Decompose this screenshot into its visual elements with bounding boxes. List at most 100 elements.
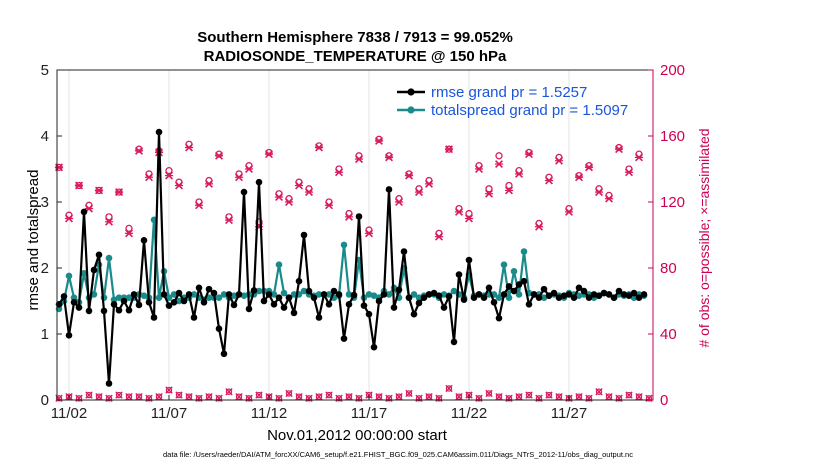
- obs-low-point: [215, 394, 223, 403]
- rmse-point: [105, 380, 113, 387]
- totalspread-point: [540, 294, 548, 302]
- obs-low-circle: [415, 395, 423, 402]
- obs-assimilated-point: [634, 153, 644, 162]
- obs-assimilated-point: [604, 194, 614, 203]
- obs-low-point: [415, 394, 423, 403]
- obs-low-point: [195, 394, 203, 403]
- totalspread-point: [340, 241, 348, 249]
- totalspread-point: [215, 294, 223, 302]
- obs-assimilated-point: [284, 198, 294, 206]
- obs-low-point: [395, 393, 403, 401]
- obs-assimilated-point: [404, 171, 414, 180]
- rmse-point: [615, 287, 623, 295]
- y2-axis-label: # of obs: o=possible; ×=assimilated: [696, 128, 712, 347]
- rmse-point: [510, 287, 518, 295]
- obs-assimilated-point: [444, 145, 454, 154]
- legend: rmse grand pr = 1.5257 totalspread grand…: [397, 84, 628, 119]
- obs-assimilated-point: [234, 173, 244, 182]
- obs-assimilated-point: [514, 169, 524, 178]
- totalspread-point: [110, 296, 118, 303]
- obs-assimilated-point: [204, 179, 214, 188]
- obs-low-point: [615, 394, 623, 403]
- obs-low-stroke: [405, 389, 413, 398]
- obs-assimilated-point: [314, 143, 324, 152]
- totalspread-point: [230, 292, 238, 300]
- totalspread-point: [410, 291, 418, 298]
- x-tick-label: 11/02: [51, 405, 87, 422]
- rmse-point: [420, 294, 428, 302]
- obs-assimilated-point: [534, 222, 544, 231]
- obs-assimilated-point: [474, 165, 484, 173]
- rmse-point: [130, 291, 138, 298]
- y-tick-label: 4: [41, 128, 49, 145]
- obs-low-stroke: [185, 393, 193, 401]
- obs-low-stroke: [135, 393, 143, 401]
- rmse-point: [65, 332, 73, 339]
- obs-low-stroke: [155, 393, 163, 401]
- rmse-point: [550, 289, 558, 297]
- obs-assimilated-point: [264, 150, 274, 159]
- obs-low-point: [545, 391, 553, 399]
- obs-assimilated-point: [134, 146, 144, 155]
- obs-low-circle: [275, 395, 283, 402]
- rmse-point: [345, 301, 353, 308]
- obs-low-circle: [55, 395, 63, 402]
- obs-low-circle: [525, 391, 533, 399]
- totalspread-point: [255, 287, 263, 295]
- rmse-point: [230, 301, 238, 309]
- obs-low-stroke: [635, 393, 643, 401]
- obs-low-stroke: [315, 393, 323, 401]
- rmse-point: [265, 291, 273, 298]
- obs-low-point: [125, 393, 133, 401]
- obs-low-point: [555, 393, 563, 401]
- rmse-point: [260, 297, 268, 305]
- totalspread-point: [155, 294, 163, 302]
- obs-assimilated-point: [544, 176, 554, 185]
- obs-low-circle: [505, 395, 513, 402]
- y-tick-label: 5: [41, 62, 49, 79]
- obs-low-point: [345, 393, 353, 401]
- obs-assimilated-point: [624, 168, 634, 177]
- totalspread-point: [190, 291, 198, 298]
- rmse-point: [400, 248, 408, 255]
- obs-low-point: [375, 393, 383, 401]
- rmse-point: [220, 350, 228, 358]
- obs-assimilated-point: [464, 214, 474, 223]
- obs-low-point: [155, 393, 163, 401]
- obs-possible-point: [405, 170, 413, 178]
- obs-low-point: [315, 393, 323, 401]
- obs-low-stroke: [165, 386, 173, 394]
- rmse-point: [280, 304, 288, 311]
- y2-tick-label: 0: [660, 392, 668, 409]
- rmse-point: [190, 314, 198, 321]
- totalspread-point: [105, 254, 113, 262]
- totalspread-point: [280, 289, 288, 297]
- rmse-point: [270, 301, 278, 308]
- rmse-point: [505, 283, 513, 290]
- rmse-point: [330, 287, 338, 295]
- rmse-point: [175, 289, 183, 297]
- rmse-point: [115, 306, 123, 314]
- obs-low-point: [185, 393, 193, 401]
- rmse-point: [525, 301, 533, 308]
- obs-low-point: [635, 393, 643, 401]
- y2-tick-label: 200: [660, 62, 685, 79]
- obs-low-stroke: [485, 389, 493, 398]
- obs-possible-point: [505, 181, 513, 190]
- obs-low-stroke: [285, 389, 293, 398]
- rmse-point: [495, 314, 503, 322]
- rmse-line: [58, 130, 645, 385]
- obs-low-point: [275, 394, 283, 403]
- obs-assimilated-point: [214, 151, 224, 160]
- obs-possible-point: [215, 150, 223, 158]
- obs-low-circle: [445, 385, 453, 392]
- obs-low-point: [95, 393, 103, 401]
- obs-assimilated-point: [554, 156, 564, 165]
- obs-low-circle: [255, 391, 263, 399]
- obs-low-point: [435, 394, 443, 403]
- totalspread-point: [220, 291, 228, 298]
- obs-low-point: [475, 394, 483, 403]
- totalspread-point: [175, 297, 183, 305]
- rmse-point: [165, 302, 173, 309]
- obs-possible-point: [465, 209, 473, 218]
